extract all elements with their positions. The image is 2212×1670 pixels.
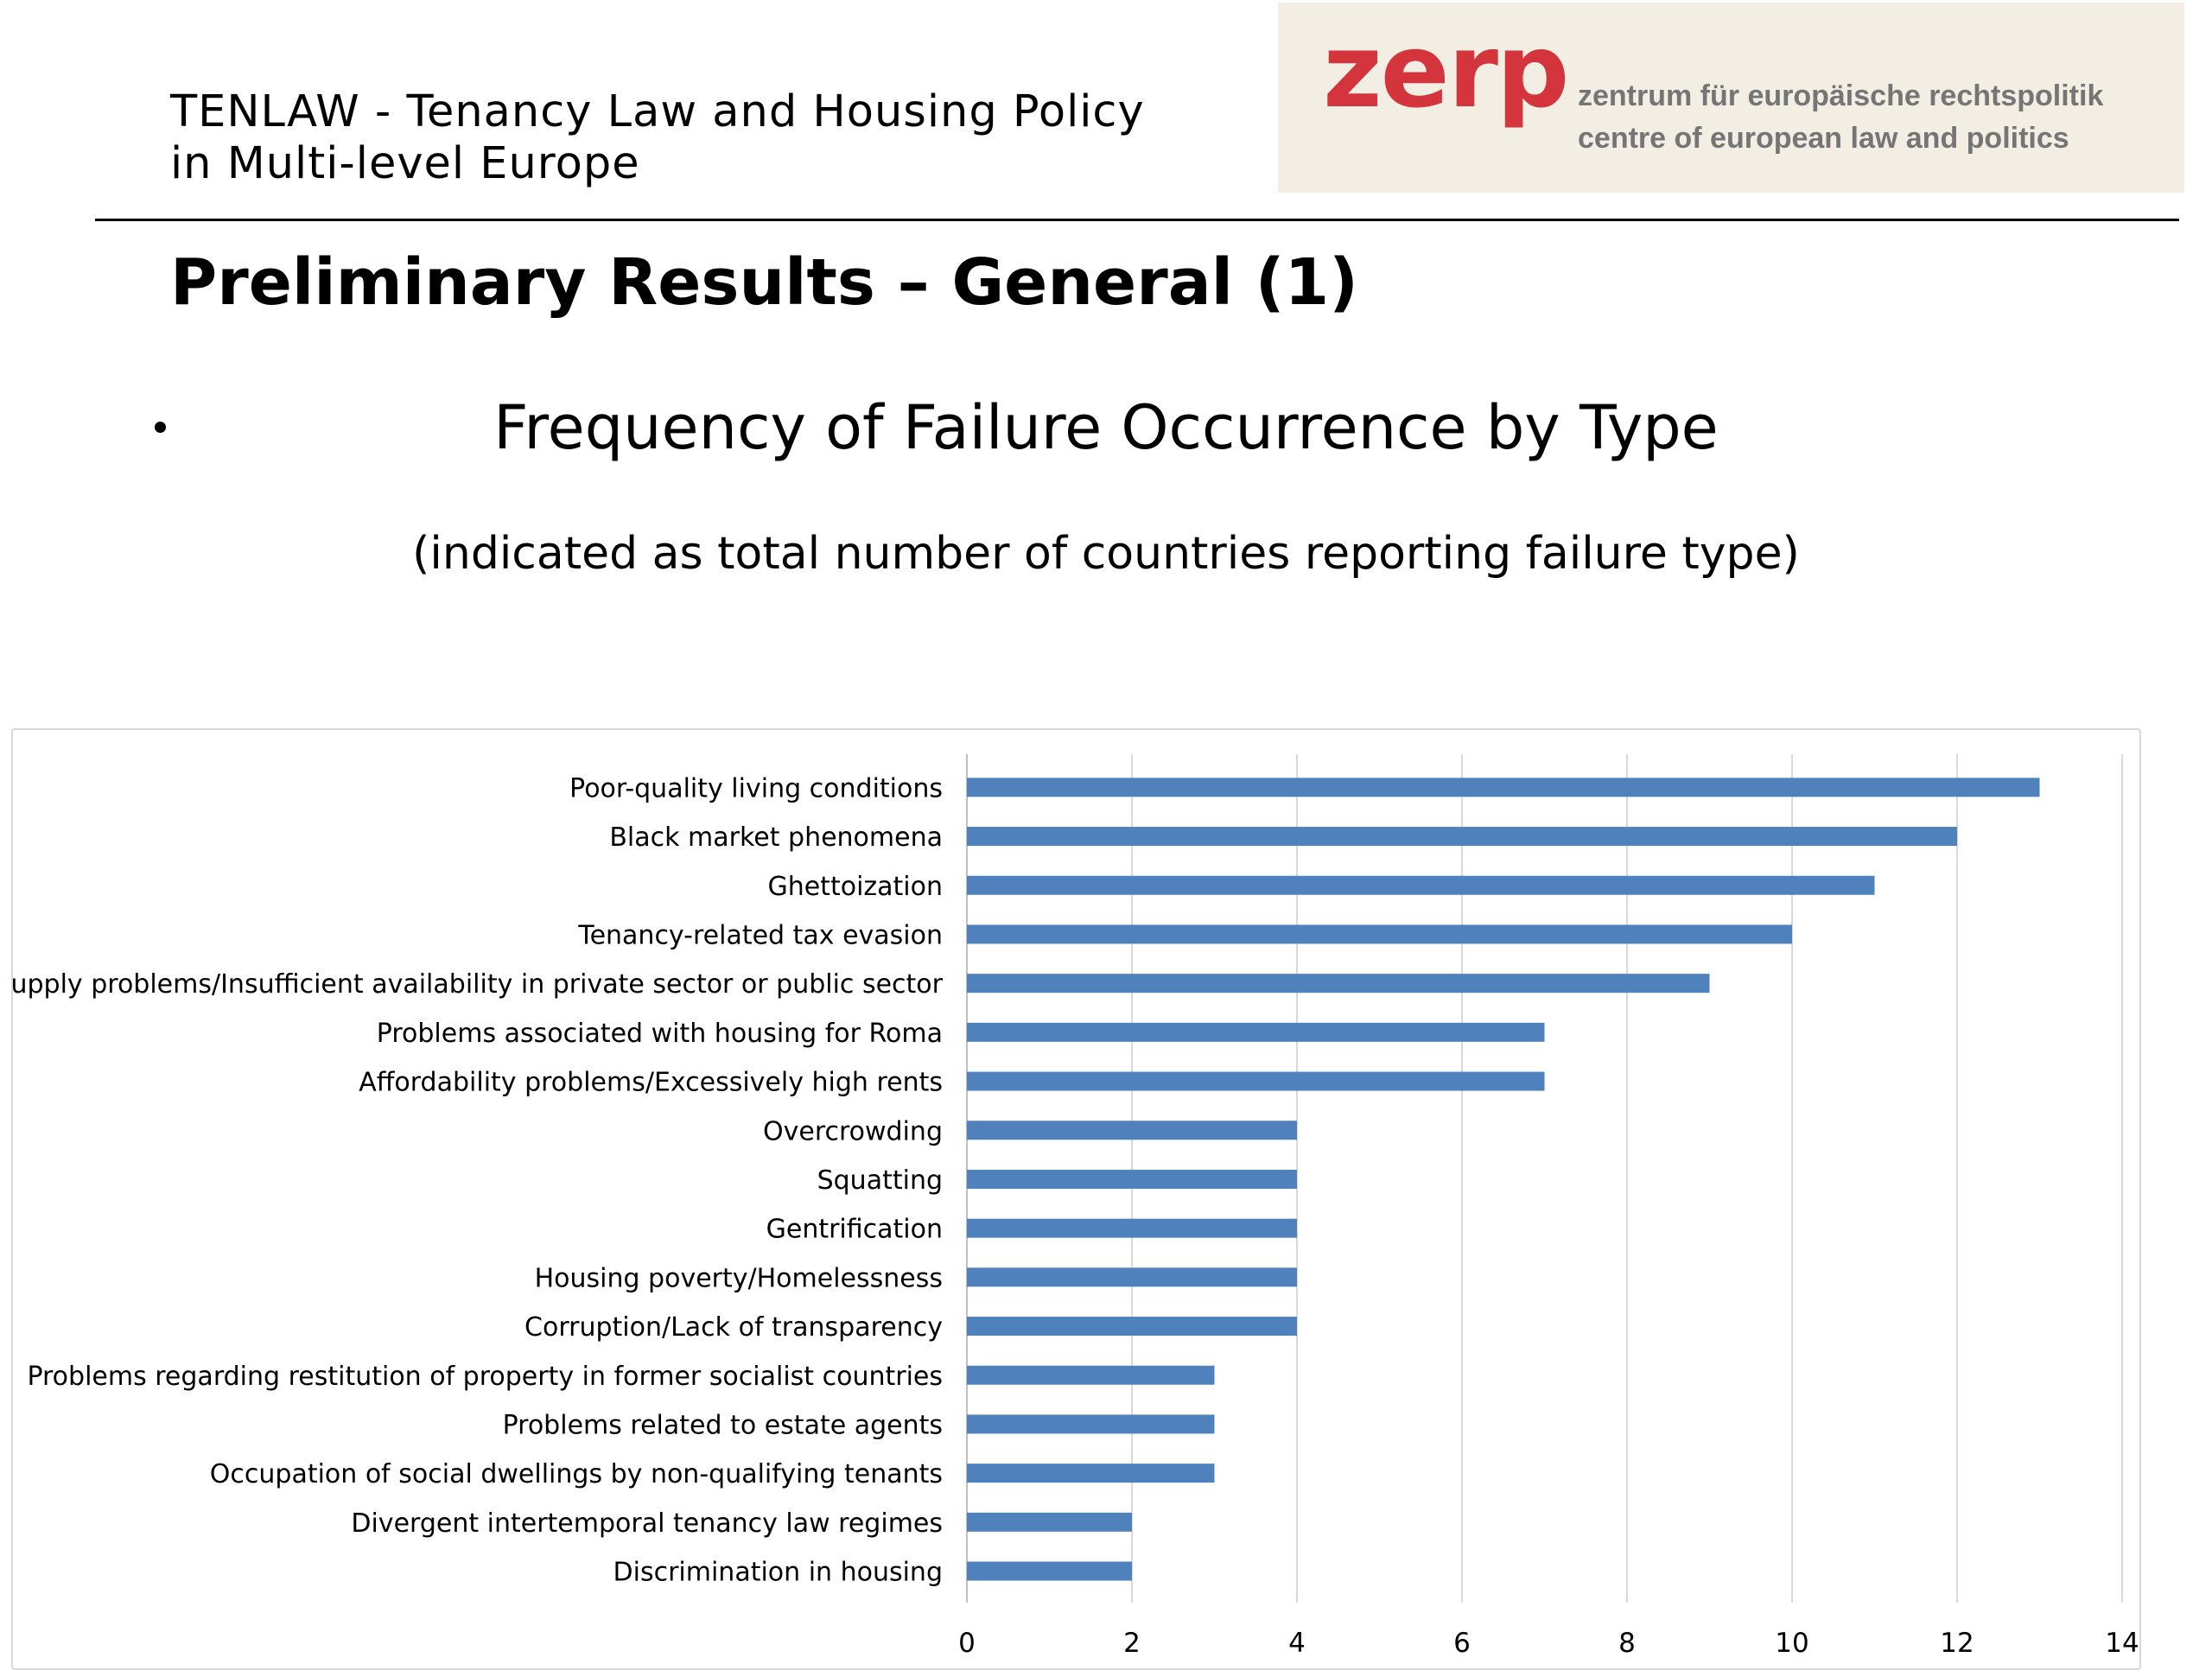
logo-mark: zerp — [1323, 11, 1569, 130]
bar — [967, 974, 1710, 994]
bar — [967, 1071, 1545, 1091]
category-label: Problems related to estate agents — [503, 1410, 943, 1440]
x-tick-label: 14 — [2105, 1628, 2139, 1659]
x-tick-label: 0 — [958, 1628, 976, 1659]
category-label: Poor-quality living conditions — [569, 773, 943, 803]
category-label: Ghettoization — [767, 872, 943, 902]
category-label: Supply problems/Insufficient availabilit… — [13, 969, 944, 1000]
bar — [967, 1267, 1297, 1287]
category-label: Discrimination in housing — [613, 1558, 943, 1588]
x-tick-label: 12 — [1940, 1628, 1974, 1659]
bar-chart: 0 2 4 6 8 10 12 14 Poor-quality living condition… — [13, 754, 2139, 1659]
bar — [967, 1022, 1545, 1042]
category-label: Overcrowding — [763, 1116, 943, 1146]
category-label: Corruption/Lack of transparency — [524, 1312, 943, 1343]
bar — [967, 778, 2040, 797]
category-label: Divergent intertemporal tenancy law regi… — [351, 1508, 943, 1539]
project-title: TENLAW - Tenancy Law and Housing Policy … — [170, 86, 1145, 190]
bar — [967, 1512, 1132, 1532]
bar — [967, 1561, 1132, 1581]
logo-tagline-english: centre of european law and politics — [1578, 122, 2069, 155]
category-label: Problems regarding restitution of proper… — [27, 1362, 943, 1392]
bar — [967, 875, 1875, 895]
logo-tagline-german: zentrum für europäische rechtspolitik — [1578, 79, 2104, 112]
bullet-point — [155, 422, 166, 433]
category-label: Squatting — [817, 1165, 943, 1196]
header-divider — [95, 219, 2179, 221]
bar — [967, 1317, 1297, 1337]
category-label: Problems associated with housing for Rom… — [377, 1019, 943, 1049]
bar — [967, 1218, 1297, 1238]
category-label: Housing poverty/Homelessness — [535, 1263, 943, 1293]
bar — [967, 1464, 1215, 1483]
x-tick-label: 6 — [1453, 1628, 1471, 1659]
category-label: Affordability problems/Excessively high … — [359, 1068, 943, 1098]
slide-title: Preliminary Results – General (1) — [170, 245, 1358, 320]
project-title-line-2: in Multi-level Europe — [170, 138, 640, 189]
x-tick-label: 8 — [1618, 1628, 1636, 1659]
chart-title: Frequency of Failure Occurrence by Type — [493, 392, 1719, 463]
zerp-logo: zerp zentrum für europäische rechtspolit… — [1278, 3, 2184, 193]
category-label: Occupation of social dwellings by non-qu… — [210, 1459, 943, 1489]
bar — [967, 827, 1957, 847]
category-label: Tenancy-related tax evasion — [577, 920, 943, 950]
bar — [967, 1365, 1215, 1385]
x-tick-label: 4 — [1288, 1628, 1306, 1659]
bar — [967, 1414, 1215, 1434]
chart-subtitle: (indicated as total number of countries … — [412, 528, 1800, 580]
bar — [967, 924, 1792, 944]
project-title-line-1: TENLAW - Tenancy Law and Housing Policy — [170, 86, 1145, 137]
bar — [967, 1169, 1297, 1189]
logo-tagline: zentrum für europäische rechtspolitik ce… — [1578, 75, 2103, 160]
x-tick-label: 2 — [1123, 1628, 1141, 1659]
x-tick-label: 10 — [1775, 1628, 1808, 1659]
category-label: Black market phenomena — [609, 822, 943, 853]
category-label: Gentrification — [766, 1215, 943, 1245]
chart-frame: 0 2 4 6 8 10 12 14 Poor-quality living condition… — [11, 728, 2141, 1670]
bar — [967, 1121, 1297, 1140]
